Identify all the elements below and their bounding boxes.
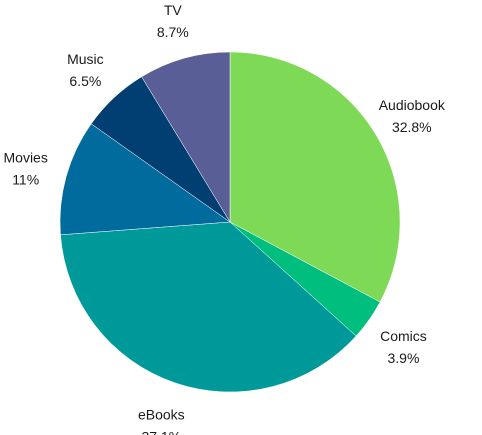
pie-slice-ebooks — [60, 221, 357, 393]
slice-label-audiobook: Audiobook — [379, 97, 446, 113]
pie-labels: Audiobook 32.8% Comics 3.9% eBooks 37.1% Movie… — [4, 2, 446, 435]
slice-label-ebooks: eBooks — [138, 407, 185, 423]
pie-slice-movies — [59, 123, 231, 236]
slice-value-comics: 3.9% — [387, 350, 419, 366]
slice-value-music: 6.5% — [69, 73, 101, 89]
slice-label-movies: Movies — [4, 149, 48, 165]
slice-label-tv: TV — [164, 2, 183, 18]
slice-value-audiobook: 32.8% — [392, 119, 432, 135]
slice-value-movies: 11% — [12, 171, 39, 187]
slice-label-music: Music — [67, 51, 104, 67]
pie-slices — [59, 51, 401, 393]
pie-slice-audiobook — [229, 51, 401, 303]
pie-slice-tv — [141, 51, 231, 223]
slice-value-ebooks: 37.1% — [141, 429, 181, 435]
slice-label-comics: Comics — [380, 328, 427, 344]
slice-value-tv: 8.7% — [157, 24, 189, 40]
